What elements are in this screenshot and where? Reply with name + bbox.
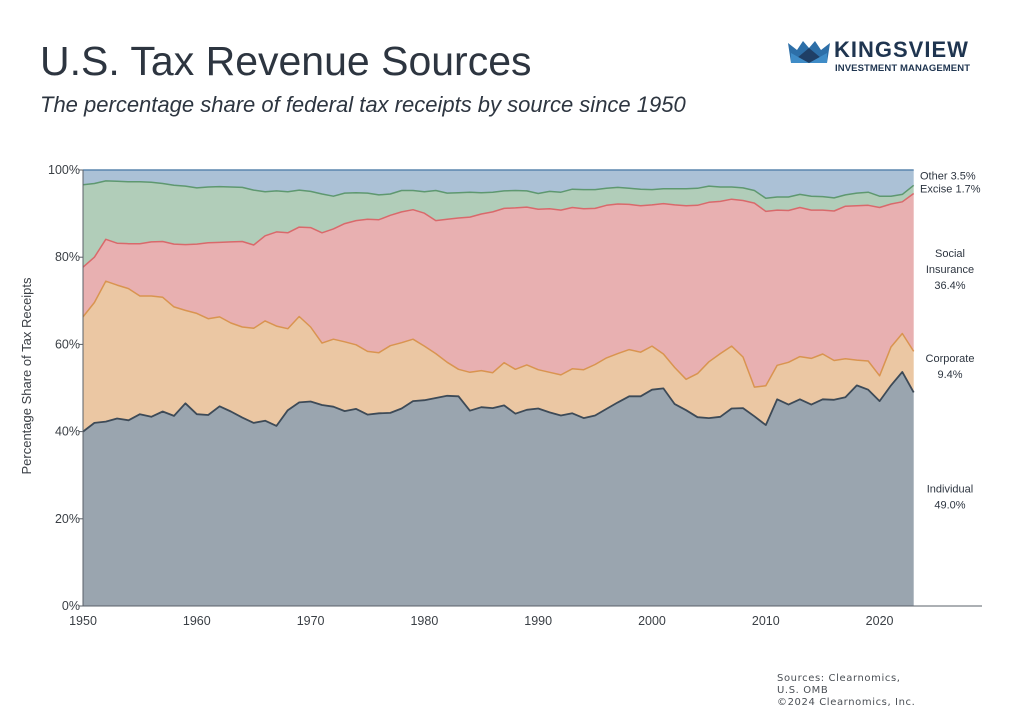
logo-tagline: INVESTMENT MANAGEMENT xyxy=(835,63,971,74)
x-tick-label: 2020 xyxy=(866,614,894,628)
x-tick-label: 1980 xyxy=(410,614,438,628)
x-tick-label: 1970 xyxy=(297,614,325,628)
legend-item-excise: Excise 1.7% xyxy=(920,184,981,196)
sources-line-1: Sources: Clearnomics, xyxy=(777,673,901,684)
legend-item-other: Other 3.5% xyxy=(920,170,976,182)
x-tick-label: 1960 xyxy=(183,614,211,628)
y-tick-label: 20% xyxy=(55,512,80,526)
line-excise xyxy=(82,180,915,200)
sources-line-2: U.S. OMB xyxy=(777,685,829,696)
legend-value: 49.0% xyxy=(934,500,965,512)
area-individual xyxy=(83,371,914,606)
logo-wordmark: KINGSVIEW xyxy=(834,37,969,62)
legend-label: Excise 1.7% xyxy=(920,184,981,196)
boundary-lines xyxy=(82,169,915,433)
legend-item-corporate: Corporate 9.4% xyxy=(926,353,975,381)
legend-value: 36.4% xyxy=(934,280,965,292)
y-tick-label: 40% xyxy=(55,425,80,439)
x-tick-label: 1950 xyxy=(69,614,97,628)
x-tick-label: 1990 xyxy=(524,614,552,628)
x-tick-label: 2000 xyxy=(638,614,666,628)
legend-label: Individual xyxy=(927,484,973,496)
area-layers xyxy=(83,170,914,606)
chart-title: U.S. Tax Revenue Sources xyxy=(40,38,532,84)
legend-label: Corporate xyxy=(926,353,975,365)
sources-note: Sources: Clearnomics, U.S. OMB ©2024 Cle… xyxy=(777,673,915,709)
direct-legend: Other 3.5% Excise 1.7% Social Insurance 36.4… xyxy=(920,170,981,511)
legend-item-social-insurance: Social Insurance 36.4% xyxy=(926,248,974,292)
x-tick-label: 2010 xyxy=(752,614,780,628)
y-axis-ticks: 0% 20% 40% 60% 80% 100% xyxy=(48,163,83,613)
crown-icon xyxy=(788,41,830,63)
line-social-insurance xyxy=(82,192,915,268)
y-tick-label: 100% xyxy=(48,163,80,177)
area-corporate xyxy=(83,281,914,432)
y-tick-label: 80% xyxy=(55,250,80,264)
legend-label: Other 3.5% xyxy=(920,170,976,182)
area-social-insurance xyxy=(83,193,914,388)
legend-value: 9.4% xyxy=(937,369,962,381)
chart-subtitle: The percentage share of federal tax rece… xyxy=(40,92,686,117)
legend-label: Insurance xyxy=(926,264,974,276)
legend-label: Social xyxy=(935,248,965,260)
legend-item-individual: Individual 49.0% xyxy=(927,484,973,512)
kingsview-logo: KINGSVIEW INVESTMENT MANAGEMENT xyxy=(788,37,978,82)
y-tick-label: 60% xyxy=(55,337,80,351)
line-individual xyxy=(82,371,915,433)
y-tick-label: 0% xyxy=(62,599,80,613)
x-axis-ticks: 1950 1960 1970 1980 1990 2000 2010 2020 xyxy=(69,614,893,628)
copyright: ©2024 Clearnomics, Inc. xyxy=(777,697,916,708)
y-axis-label: Percentage Share of Tax Receipts xyxy=(19,277,34,475)
line-corporate xyxy=(82,280,915,388)
